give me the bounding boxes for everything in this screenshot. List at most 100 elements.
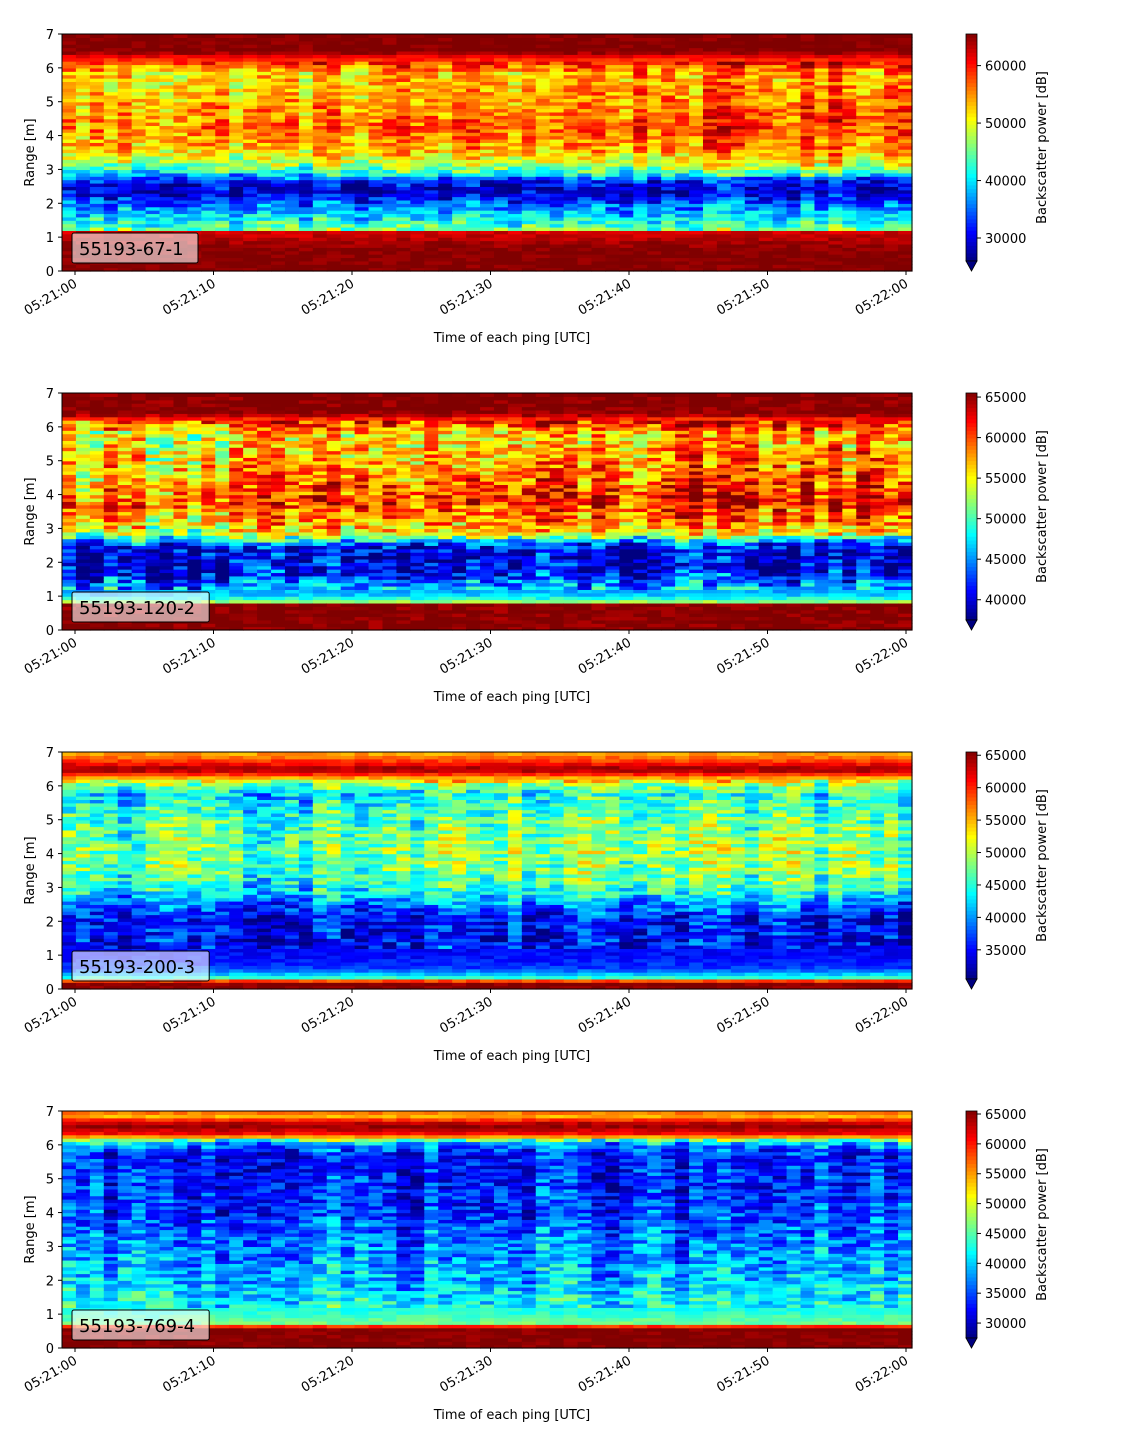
heatmap-cell [702,44,718,49]
heatmap-cell [117,420,133,425]
heatmap-cell [772,50,788,55]
heatmap-cell [772,243,788,248]
heatmap-cell [730,125,746,130]
heatmap-cell [62,47,77,52]
heatmap-cell [800,50,816,55]
heatmap-cell [103,409,119,414]
heatmap-cell [702,128,718,133]
heatmap-cell [201,78,216,82]
heatmap-cell [354,142,370,147]
heatmap-cell [661,34,676,38]
heatmap-cell [103,267,119,272]
heatmap-cell [898,250,913,255]
heatmap-cell [103,91,119,96]
colorbar-segment [966,208,977,213]
heatmap-cell [661,108,676,113]
heatmap-cell [89,169,105,174]
heatmap-cell [396,226,411,231]
heatmap-cell [396,179,411,184]
heatmap-cell [507,257,523,262]
heatmap-cell [326,223,342,228]
heatmap-cell [382,64,398,69]
heatmap-cell [563,166,579,171]
heatmap-cell [493,142,509,147]
heatmap-cell [549,172,565,177]
heatmap-cell [452,226,467,231]
heatmap-cell [89,162,105,167]
heatmap-cell [145,562,161,567]
heatmap-cell [62,88,77,93]
heatmap-cell [521,267,537,272]
heatmap-cell [382,233,398,238]
heatmap-cell [480,81,495,86]
heatmap-cell [117,552,133,557]
heatmap-cell [744,257,760,262]
heatmap-cell [577,226,593,231]
heatmap-cell [89,74,105,79]
heatmap-cell [577,34,593,38]
heatmap-cell [173,101,189,106]
heatmap-cell [507,203,523,208]
heatmap-cell [368,78,384,82]
heatmap-cell [159,409,175,414]
heatmap-cell [577,94,593,99]
heatmap-cell [368,264,384,269]
heatmap-cell [368,142,384,147]
heatmap-cell [62,162,77,167]
heatmap-cell [284,220,300,225]
heatmap-cell [730,142,746,147]
heatmap-cell [312,216,328,221]
heatmap-cell [326,193,342,198]
heatmap-cell [62,74,77,79]
heatmap-cell [689,186,704,191]
heatmap-cell [452,223,467,228]
heatmap-cell [466,37,481,42]
heatmap-cell [438,128,453,133]
heatmap-cell [856,98,871,103]
heatmap-cell [201,74,216,79]
heatmap-cell [842,67,857,72]
heatmap-cell [521,54,537,59]
heatmap-cell [340,64,356,69]
heatmap-cell [312,108,328,113]
heatmap-cell [730,155,746,160]
heatmap-cell [786,193,802,198]
heatmap-cell [730,220,746,225]
heatmap-cell [716,94,732,99]
heatmap-cell [243,159,258,164]
heatmap-cell [257,186,272,191]
heatmap-cell [591,98,607,103]
colorbar-segment [966,158,977,164]
heatmap-cell [215,149,230,154]
heatmap-cell [298,176,314,181]
heatmap-cell [493,128,509,133]
heatmap-cell [772,115,788,120]
heatmap-cell [340,122,356,127]
heatmap-cell [215,67,230,72]
heatmap-cell [424,213,439,218]
heatmap-cell [271,98,286,103]
heatmap-cell [898,138,913,143]
heatmap-cell [326,243,342,248]
heatmap-cell [772,240,788,245]
heatmap-cell [633,132,648,137]
heatmap-cell [229,203,244,208]
heatmap-cell [856,78,871,82]
heatmap-cell [145,443,161,448]
heatmap-cell [577,125,593,130]
heatmap-cell [493,216,509,221]
heatmap-cell [89,460,105,465]
heatmap-cell [480,210,495,215]
heatmap-cell [243,67,258,72]
heatmap-cell [856,34,871,38]
heatmap-cell [786,257,802,262]
heatmap-cell [438,155,453,160]
heatmap-cell [298,135,314,140]
heatmap-cell [898,105,913,110]
heatmap-cell [814,216,829,221]
heatmap-cell [62,98,77,103]
heatmap-cell [744,98,760,103]
heatmap-cell [382,118,398,123]
heatmap-cell [201,34,216,38]
